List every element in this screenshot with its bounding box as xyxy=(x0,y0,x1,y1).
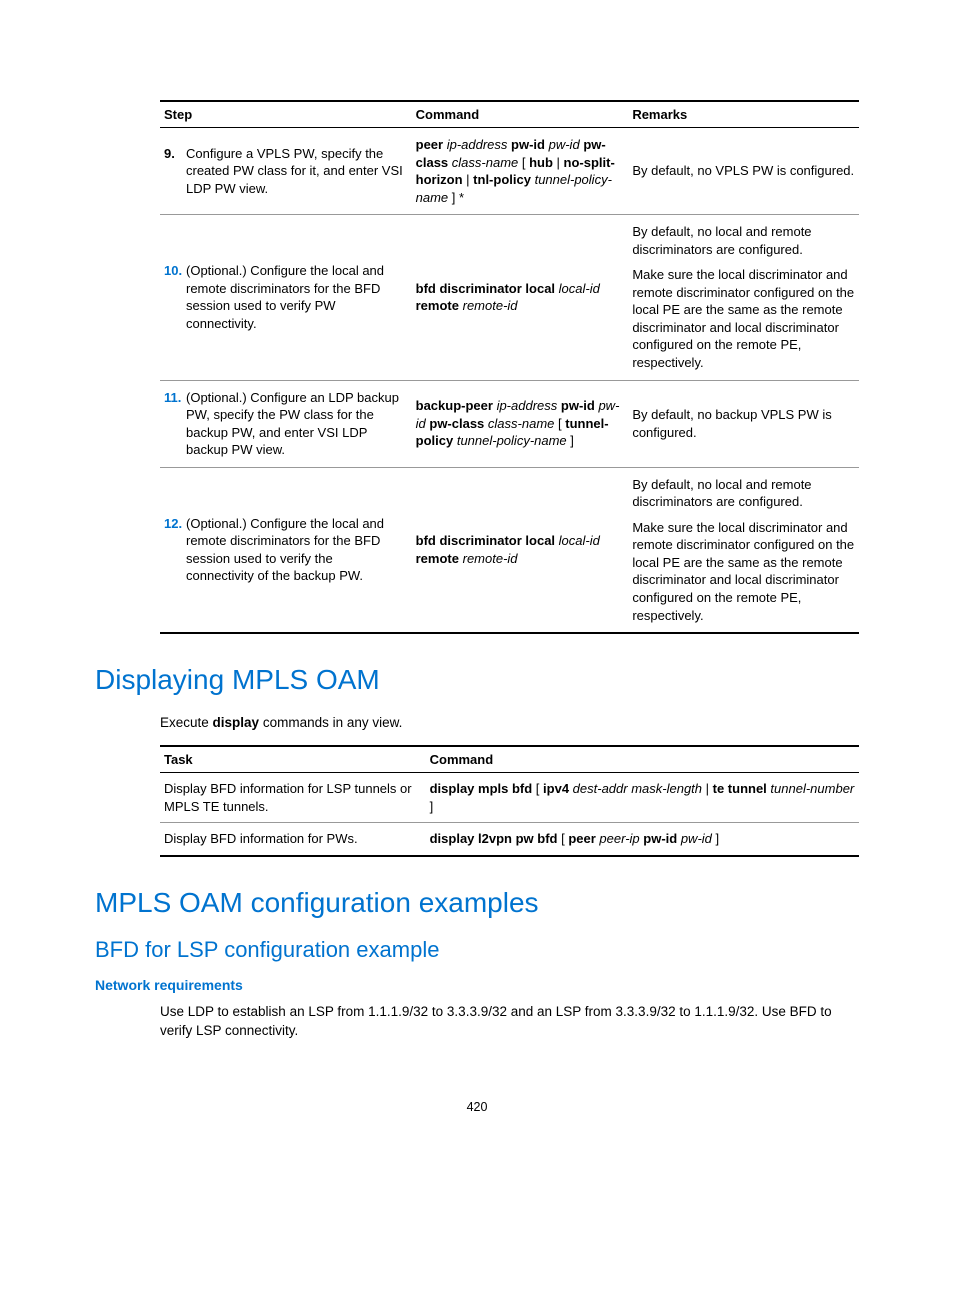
cell-remarks: By default, no local and remote discrimi… xyxy=(628,467,859,633)
config-steps-table: Step Command Remarks 9.Configure a VPLS … xyxy=(160,100,859,634)
display-commands-table: Task Command Display BFD information for… xyxy=(160,745,859,857)
network-req-body: Use LDP to establish an LSP from 1.1.1.9… xyxy=(160,1003,859,1041)
heading-network-requirements: Network requirements xyxy=(95,977,859,993)
heading-mpls-oam-config-examples: MPLS OAM configuration examples xyxy=(95,887,859,919)
th-step: Step xyxy=(160,101,412,128)
step-text: Configure a VPLS PW, specify the created… xyxy=(186,145,404,198)
th-command: Command xyxy=(412,101,629,128)
table-row: Display BFD information for LSP tunnels … xyxy=(160,773,859,823)
cell-task: Display BFD information for LSP tunnels … xyxy=(160,773,426,823)
th-dcommand: Command xyxy=(426,746,859,773)
cell-command: backup-peer ip-address pw-id pw-id pw-cl… xyxy=(412,380,629,467)
cell-remarks: By default, no backup VPLS PW is configu… xyxy=(628,380,859,467)
th-task: Task xyxy=(160,746,426,773)
cell-command: peer ip-address pw-id pw-id pw-class cla… xyxy=(412,128,629,215)
table-row: 9.Configure a VPLS PW, specify the creat… xyxy=(160,128,859,215)
document-page: Step Command Remarks 9.Configure a VPLS … xyxy=(0,0,954,1154)
cell-dcommand: display mpls bfd [ ipv4 dest-addr mask-l… xyxy=(426,773,859,823)
subheading-bfd-for-lsp: BFD for LSP configuration example xyxy=(95,937,859,963)
cell-step: 11.(Optional.) Configure an LDP backup P… xyxy=(160,380,412,467)
cell-step: 9.Configure a VPLS PW, specify the creat… xyxy=(160,128,412,215)
table-row: 12.(Optional.) Configure the local and r… xyxy=(160,467,859,633)
cell-dcommand: display l2vpn pw bfd [ peer peer-ip pw-i… xyxy=(426,823,859,856)
table-row: 10.(Optional.) Configure the local and r… xyxy=(160,215,859,380)
step-number: 12. xyxy=(164,515,186,533)
step-text: (Optional.) Configure the local and remo… xyxy=(186,262,404,332)
table-row: Display BFD information for PWs.display … xyxy=(160,823,859,856)
content-area: Step Command Remarks 9.Configure a VPLS … xyxy=(160,100,859,1040)
th-remarks: Remarks xyxy=(628,101,859,128)
cell-remarks: By default, no VPLS PW is configured. xyxy=(628,128,859,215)
table-row: 11.(Optional.) Configure an LDP backup P… xyxy=(160,380,859,467)
cell-step: 10.(Optional.) Configure the local and r… xyxy=(160,215,412,380)
cell-remarks: By default, no local and remote discrimi… xyxy=(628,215,859,380)
step-number: 10. xyxy=(164,262,186,280)
intro-text: Execute display commands in any view. xyxy=(160,714,859,733)
step-number: 11. xyxy=(164,389,186,407)
step-text: (Optional.) Configure the local and remo… xyxy=(186,515,404,585)
heading-displaying-mpls-oam: Displaying MPLS OAM xyxy=(95,664,859,696)
cell-command: bfd discriminator local local-id remote … xyxy=(412,467,629,633)
page-number: 420 xyxy=(95,1100,859,1114)
cell-task: Display BFD information for PWs. xyxy=(160,823,426,856)
cell-step: 12.(Optional.) Configure the local and r… xyxy=(160,467,412,633)
step-text: (Optional.) Configure an LDP backup PW, … xyxy=(186,389,404,459)
cell-command: bfd discriminator local local-id remote … xyxy=(412,215,629,380)
step-number: 9. xyxy=(164,145,186,163)
